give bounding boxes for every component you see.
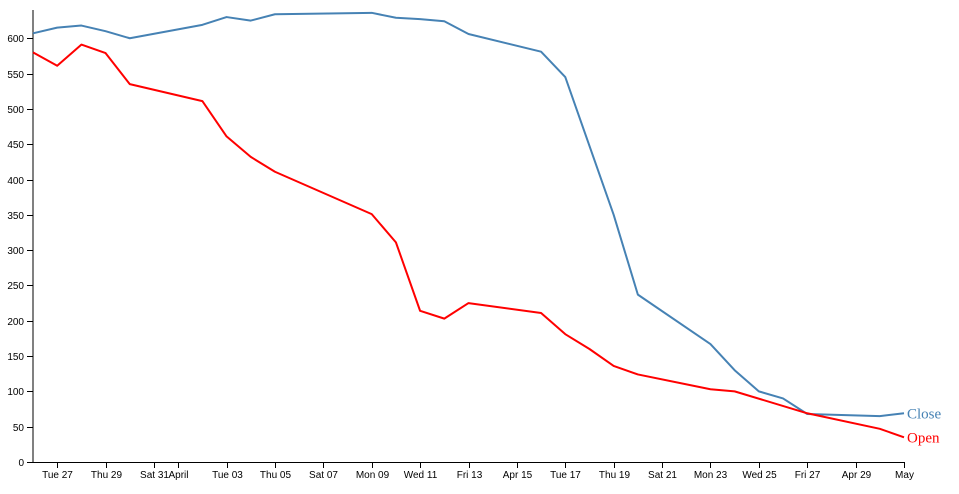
x-tick-label: May xyxy=(895,470,914,481)
x-tick-label: Tue 27 xyxy=(42,470,73,481)
series-labels: Close Open xyxy=(907,406,942,446)
x-tick-label: Wed 25 xyxy=(742,470,777,481)
x-tick-label: Mon 09 xyxy=(356,470,390,481)
y-axis: 0 50 100 150 200 250 300 350 400 450 500 550 600 xyxy=(7,10,34,469)
y-tick-label: 100 xyxy=(7,387,24,398)
x-tick-label: Sat 21 xyxy=(648,470,677,481)
series-line-close xyxy=(32,11,905,418)
x-tick-label: Thu 29 xyxy=(91,470,123,481)
y-tick-label: 150 xyxy=(7,352,24,363)
x-tick-label: Mon 23 xyxy=(694,470,728,481)
x-tick-label: Wed 11 xyxy=(404,470,438,481)
x-tick-label: Fri 13 xyxy=(457,470,483,481)
y-tick-label: 0 xyxy=(18,458,24,469)
y-tick-label: 550 xyxy=(7,70,24,81)
y-tick-label: 300 xyxy=(7,246,24,257)
x-tick-label: Fri 27 xyxy=(795,470,821,481)
series-label-close: Close xyxy=(907,406,942,422)
y-tick-label: 600 xyxy=(7,34,24,45)
series-layer xyxy=(32,11,905,439)
y-tick-label: 350 xyxy=(7,211,24,222)
y-tick-label: 500 xyxy=(7,105,24,116)
series-label-open: Open xyxy=(907,430,940,446)
y-tick-label: 450 xyxy=(7,140,24,151)
y-tick-label: 50 xyxy=(13,423,25,434)
series-line-open xyxy=(32,43,905,439)
x-tick-label: Apr 29 xyxy=(842,470,872,481)
x-tick-label: Sat 07 xyxy=(309,470,338,481)
y-tick-label: 250 xyxy=(7,281,24,292)
y-tick-label: 400 xyxy=(7,176,24,187)
x-tick-label: Thu 19 xyxy=(599,470,631,481)
x-axis: Tue 27 Thu 29 Sat 31 April Tue 03 Thu 05 Sat 0… xyxy=(33,462,914,481)
x-tick-label: Thu 05 xyxy=(260,470,292,481)
x-tick-label: Tue 03 xyxy=(212,470,243,481)
y-tick-label: 200 xyxy=(7,317,24,328)
x-tick-label: Apr 15 xyxy=(503,470,533,481)
x-tick-label: April xyxy=(168,470,188,481)
x-tick-label: Tue 17 xyxy=(550,470,581,481)
x-tick-label: Sat 31 xyxy=(140,470,169,481)
